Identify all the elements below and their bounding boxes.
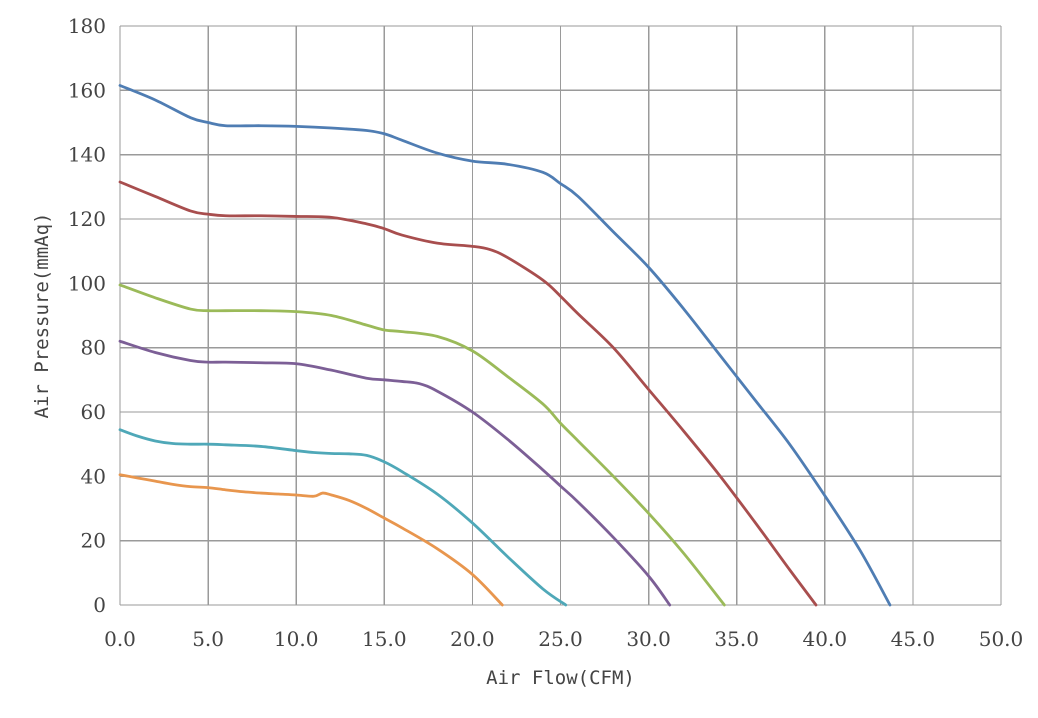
series-line-4	[118, 339, 672, 607]
x-tick-label: 15.0	[362, 627, 407, 651]
series-line-2	[118, 180, 818, 607]
x-tick-label: 40.0	[803, 627, 848, 651]
x-tick-label: 5.0	[192, 627, 224, 651]
y-tick-label: 0	[93, 593, 106, 617]
x-tick-label: 35.0	[714, 627, 759, 651]
x-tick-label: 25.0	[538, 627, 583, 651]
y-tick-label: 120	[68, 207, 106, 231]
y-tick-label: 160	[68, 78, 106, 102]
y-tick-label: 80	[81, 336, 106, 360]
chart-grid	[119, 25, 1002, 606]
x-tick-label: 10.0	[274, 627, 319, 651]
y-tick-label: 100	[68, 271, 106, 295]
x-tick-label: 20.0	[450, 627, 495, 651]
series-line-5	[118, 428, 568, 607]
y-axis-title: Air Pressure(mmAq)	[31, 213, 53, 419]
x-tick-labels: 0.0 5.0 10.0 15.0 20.0 25.0 30.0 35.0 40.0 45.0 50…	[104, 627, 1023, 651]
series-line-3	[118, 283, 726, 607]
y-tick-label: 180	[68, 14, 106, 38]
y-tick-label: 40	[81, 464, 106, 488]
y-tick-labels: 0 20 40 60 80 100 120 140 160 180	[68, 14, 106, 617]
x-tick-label: 45.0	[891, 627, 936, 651]
y-tick-label: 140	[68, 143, 106, 167]
series-layer	[118, 84, 892, 607]
x-tick-label: 0.0	[104, 627, 136, 651]
y-tick-label: 60	[81, 400, 106, 424]
y-tick-label: 20	[81, 529, 106, 553]
series-line-6	[118, 473, 504, 607]
x-tick-label: 30.0	[626, 627, 671, 651]
x-tick-label: 50.0	[979, 627, 1024, 651]
series-line-1	[118, 84, 892, 607]
x-axis-title: Air Flow(CFM)	[486, 667, 635, 689]
